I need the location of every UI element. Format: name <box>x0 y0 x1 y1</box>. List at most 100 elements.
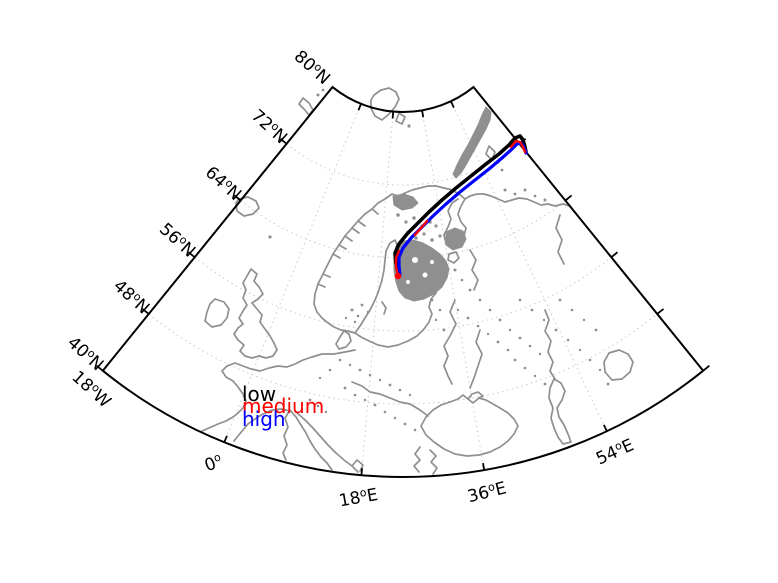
lake-dot <box>363 398 367 402</box>
trajectory-layer <box>393 134 528 280</box>
lake-hole <box>422 272 428 278</box>
lake-dot <box>408 393 412 397</box>
lake-dot <box>500 168 504 172</box>
lake-dot <box>321 88 325 92</box>
coastline-svalbard-east <box>395 112 406 125</box>
right-edge-tick <box>610 251 619 258</box>
lake-dot <box>488 308 492 312</box>
coastline-gotland <box>381 301 387 315</box>
bottom-arc-tick <box>603 424 608 432</box>
meridian-label-18E: 18oE <box>337 484 379 511</box>
graticule-parallel <box>286 143 520 186</box>
bottom-arc-tick <box>223 435 228 443</box>
trajectory-medium <box>509 139 527 154</box>
lake-dot <box>378 378 382 382</box>
lake-dot <box>578 348 582 352</box>
coastline-baltic-east-coast <box>354 284 439 348</box>
lake-dot <box>588 358 592 362</box>
lake-dot <box>318 376 322 380</box>
lake-dot <box>478 298 482 302</box>
lake-dot <box>413 428 417 432</box>
left-edge-tick <box>141 308 150 315</box>
lake-dot <box>368 373 372 377</box>
left-edge-tick <box>187 251 196 258</box>
lake-dot <box>468 288 472 292</box>
lake-dot <box>566 338 570 342</box>
coastline-lake-onega <box>447 251 460 264</box>
lake-dot <box>360 303 364 307</box>
lake-dot <box>438 234 442 238</box>
trajectory-low <box>393 134 528 275</box>
coastline-denmark <box>335 330 352 350</box>
lake-dot <box>344 316 348 320</box>
lake-dot <box>513 358 517 362</box>
top-arc-tick <box>391 111 395 119</box>
bottom-arc-tick <box>360 468 363 476</box>
lake-dot <box>434 224 438 228</box>
trajectory-medium <box>413 219 429 237</box>
landmass-kola-coast-mass <box>392 193 419 211</box>
lake-dot <box>422 232 426 236</box>
map-boundary <box>101 85 705 479</box>
left-edge-tick <box>96 364 104 372</box>
lake-dot <box>582 318 586 322</box>
top-arc-tick <box>450 100 455 108</box>
lake-hole <box>430 260 434 264</box>
landmass-karelia-lakes <box>445 227 467 251</box>
lake-dot <box>598 368 602 372</box>
lake-dot <box>530 308 534 312</box>
lake-dot <box>383 410 387 414</box>
lake-dot <box>476 324 480 328</box>
coastline-aegean-coast <box>413 446 438 475</box>
left-edge-tick <box>279 138 288 145</box>
coastline-adriatic-east-coast <box>295 411 359 473</box>
lake-dot <box>456 308 460 312</box>
coastline-crimea <box>467 391 484 400</box>
lake-dot <box>350 308 354 312</box>
lake-dot <box>358 368 362 372</box>
graticule-meridian <box>223 103 362 443</box>
coastline-italy-west-coast <box>282 409 291 461</box>
coastline-italy-east-coast <box>289 409 333 471</box>
coastline-barents-coast <box>404 185 571 207</box>
lake-dot <box>414 236 418 240</box>
lake-dot <box>396 213 400 217</box>
lake-dot <box>348 363 352 367</box>
lake-dot <box>398 388 402 392</box>
lake-dot <box>542 318 546 322</box>
meridian-label-36E: 36oE <box>465 477 508 507</box>
meridian-label-0: 0o <box>202 450 226 476</box>
coastline-svalbard-main <box>370 87 400 121</box>
lake-dot <box>353 393 357 397</box>
lake-dot <box>523 188 527 192</box>
lake-dot <box>496 340 500 344</box>
coastline-aral-sea <box>603 349 634 381</box>
lake-dot <box>373 403 377 407</box>
lake-dot <box>503 188 507 192</box>
coastline-britain <box>233 268 278 359</box>
graticule-meridian <box>421 110 485 471</box>
lake-dot <box>343 386 347 390</box>
lake-dot <box>538 352 542 356</box>
lake-dot <box>404 220 408 224</box>
coastline-greece-fragments <box>351 459 364 472</box>
lake-dot <box>353 320 357 324</box>
lake-dot <box>523 366 527 370</box>
coastline-dnieper-river <box>443 299 457 385</box>
lake-dot <box>466 316 470 320</box>
coastline-pechora-rivers <box>469 214 565 291</box>
legend-item-high: high <box>242 406 286 431</box>
lake-dot <box>498 318 502 322</box>
top-arc-tick <box>421 110 425 118</box>
coastline-caspian-sea <box>548 378 572 445</box>
trajectory-origin-marker <box>394 272 402 280</box>
bottom-arc-tick <box>482 462 486 471</box>
lake-dot <box>316 93 320 97</box>
lake-dot <box>606 382 610 386</box>
landmass-finland-lakes-region <box>393 239 450 302</box>
lake-dot <box>543 382 547 386</box>
lake-dot <box>554 328 558 332</box>
landmass-novaya-zemlya <box>452 106 492 179</box>
right-edge-tick <box>564 194 573 202</box>
